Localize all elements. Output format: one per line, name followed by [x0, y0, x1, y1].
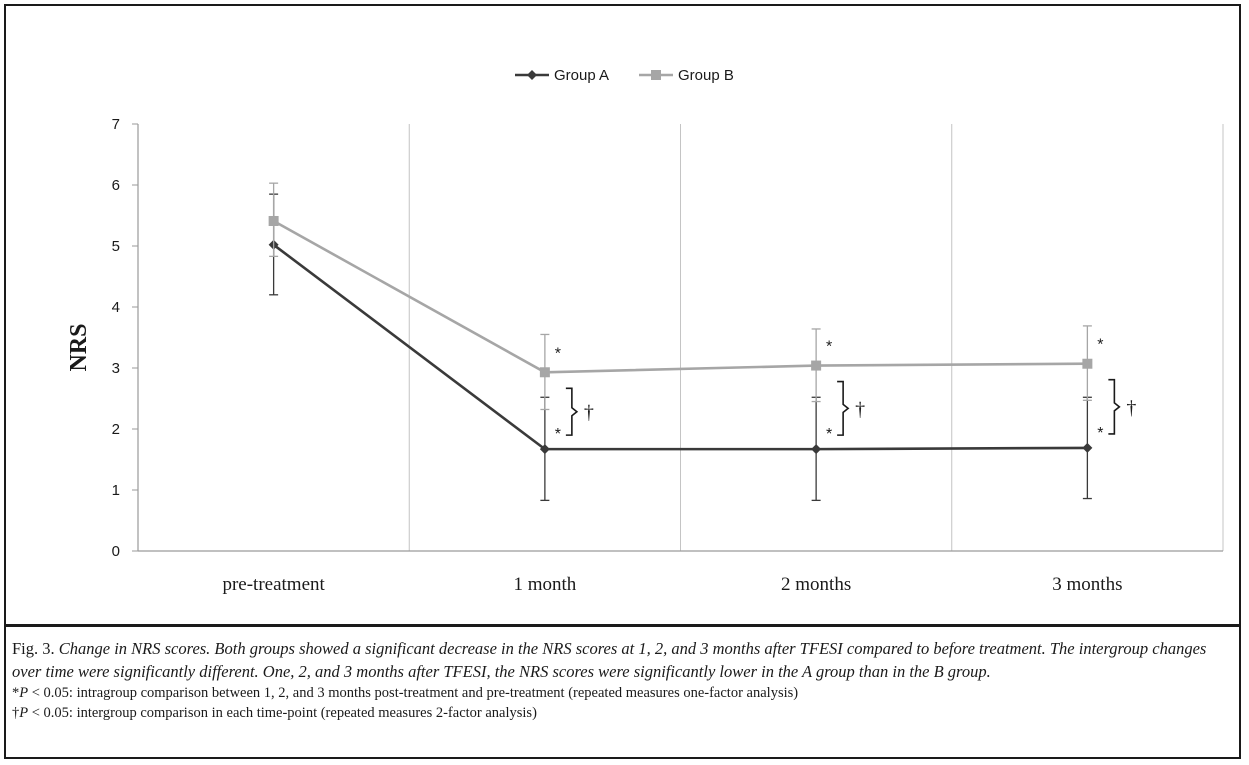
intergroup-bracket: [565, 387, 579, 436]
significance-asterisk: *: [826, 426, 832, 443]
footnote-intragroup: *P < 0.05: intragroup comparison between…: [12, 683, 1227, 703]
caption-body: Change in NRS scores. Both groups showed…: [12, 639, 1207, 681]
legend-marker: [651, 70, 661, 80]
x-tick-label: pre-treatment: [222, 574, 325, 595]
y-tick-label: 6: [112, 177, 120, 194]
figure-frame: 0 1 2 3 4 5 6 7 pre-treatment 1 month 2 months 3 mo…: [4, 4, 1241, 759]
significance-dagger: †: [1126, 397, 1136, 419]
y-tick-label: 1: [112, 482, 120, 499]
legend-label: Group A: [554, 67, 609, 84]
legend-label: Group B: [678, 67, 734, 84]
x-tick-label: 2 months: [781, 574, 851, 595]
y-axis-label: NRS: [66, 323, 92, 371]
footnote-p: P: [19, 705, 29, 721]
figure-caption: Fig. 3. Change in NRS scores. Both group…: [6, 627, 1239, 757]
data-point: [268, 215, 279, 226]
data-point: [1082, 442, 1093, 453]
y-tick-label: 3: [112, 360, 120, 377]
y-tick-label: 2: [112, 421, 120, 438]
data-point: [539, 444, 550, 455]
significance-dagger: †: [584, 402, 594, 424]
x-tick-label: 1 month: [513, 574, 576, 595]
data-point: [811, 444, 822, 455]
significance-asterisk: *: [1097, 425, 1103, 442]
data-point: [811, 360, 822, 371]
series-line: [272, 243, 1088, 451]
series-group-a: [268, 193, 1093, 502]
intergroup-bracket: [837, 380, 850, 436]
footnote-symbol: †: [12, 705, 20, 721]
footnote-intergroup: †P < 0.05: intergroup comparison in each…: [12, 703, 1227, 723]
data-point: [1082, 358, 1093, 369]
legend-item: Group B: [639, 67, 734, 84]
x-tick-label: 3 months: [1052, 574, 1122, 595]
chart-area: 0 1 2 3 4 5 6 7 pre-treatment 1 month 2 months 3 mo…: [6, 6, 1239, 627]
significance-asterisk: *: [826, 339, 832, 356]
legend: Group A Group B: [515, 67, 734, 84]
caption-label: Fig. 3.: [12, 639, 55, 658]
intergroup-bracket: [1108, 378, 1121, 435]
significance-dagger: †: [855, 398, 865, 420]
significance-asterisk: *: [555, 426, 561, 443]
significance-asterisk: *: [1097, 337, 1103, 354]
y-tick-label: 5: [112, 238, 120, 255]
footnote-text: < 0.05: intragroup comparison between 1,…: [28, 685, 799, 701]
nrs-line-chart: 0 1 2 3 4 5 6 7 pre-treatment 1 month 2 months 3 mo…: [66, 67, 1224, 595]
footnote-text: < 0.05: intergroup comparison in each ti…: [28, 705, 537, 721]
legend-item: Group A: [515, 67, 609, 84]
y-tick-label: 0: [112, 543, 120, 560]
series-line: [272, 219, 1088, 374]
footnote-p: P: [19, 685, 29, 701]
legend-marker: [527, 70, 537, 80]
footnote-symbol: *: [12, 685, 20, 701]
data-point: [539, 367, 550, 378]
y-tick-label: 4: [112, 299, 120, 316]
significance-asterisk: *: [555, 345, 561, 362]
caption-text: Fig. 3. Change in NRS scores. Both group…: [12, 637, 1227, 683]
y-tick-label: 7: [112, 116, 120, 133]
series-group-b: [268, 182, 1093, 411]
